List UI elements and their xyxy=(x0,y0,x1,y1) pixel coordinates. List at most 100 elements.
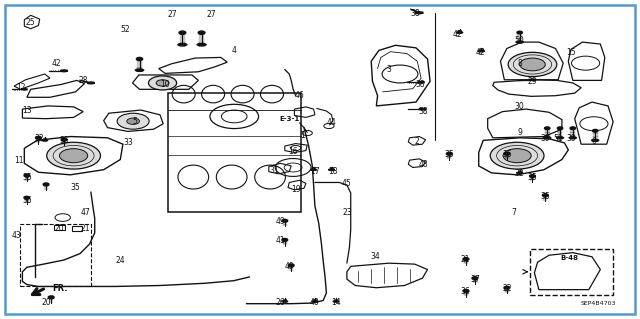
Text: 28: 28 xyxy=(79,76,88,85)
Text: 33: 33 xyxy=(123,138,133,147)
Polygon shape xyxy=(516,41,524,43)
Text: 44: 44 xyxy=(326,118,337,127)
Text: 47: 47 xyxy=(80,208,90,217)
Text: 24: 24 xyxy=(115,256,125,265)
Text: 35: 35 xyxy=(502,150,512,159)
Polygon shape xyxy=(177,43,187,46)
Text: 35: 35 xyxy=(59,137,69,145)
Bar xyxy=(530,249,613,295)
Polygon shape xyxy=(478,50,485,52)
Circle shape xyxy=(127,118,140,124)
Circle shape xyxy=(35,137,41,139)
Text: 40: 40 xyxy=(310,298,320,307)
Text: 49: 49 xyxy=(275,217,285,226)
Text: 22: 22 xyxy=(502,284,511,293)
Circle shape xyxy=(472,277,477,279)
Text: 39: 39 xyxy=(540,134,550,143)
Text: E-3-1: E-3-1 xyxy=(280,116,300,122)
Circle shape xyxy=(517,31,522,34)
Polygon shape xyxy=(61,70,67,72)
Text: 26: 26 xyxy=(275,298,285,307)
Text: 31: 31 xyxy=(269,166,279,175)
Text: 13: 13 xyxy=(22,106,32,115)
Text: 17: 17 xyxy=(310,167,320,176)
Text: 34: 34 xyxy=(371,252,381,261)
Text: 2: 2 xyxy=(415,137,420,146)
Text: 42: 42 xyxy=(452,30,463,39)
Text: 12: 12 xyxy=(16,83,25,92)
Polygon shape xyxy=(418,81,424,83)
Text: 35: 35 xyxy=(540,192,550,201)
Bar xyxy=(20,224,91,286)
Circle shape xyxy=(490,142,544,169)
Text: 41: 41 xyxy=(275,236,285,245)
Circle shape xyxy=(530,175,536,177)
Text: 3: 3 xyxy=(386,65,391,74)
Text: 32: 32 xyxy=(35,134,45,143)
Polygon shape xyxy=(42,140,48,141)
Text: 20: 20 xyxy=(41,298,51,307)
Circle shape xyxy=(593,130,598,132)
Polygon shape xyxy=(529,79,536,81)
Text: 38: 38 xyxy=(415,80,426,89)
Text: 11: 11 xyxy=(15,156,24,165)
Circle shape xyxy=(47,142,100,169)
Text: 32: 32 xyxy=(515,169,525,178)
Text: B-48: B-48 xyxy=(561,255,579,261)
Circle shape xyxy=(136,57,143,61)
Circle shape xyxy=(543,194,548,197)
Text: 38: 38 xyxy=(419,107,429,115)
Text: 35: 35 xyxy=(70,183,81,192)
Circle shape xyxy=(61,138,67,141)
Circle shape xyxy=(520,58,545,71)
Circle shape xyxy=(60,149,88,163)
Circle shape xyxy=(463,258,468,260)
Circle shape xyxy=(43,183,49,186)
Polygon shape xyxy=(415,12,423,14)
Text: SEP4B4703: SEP4B4703 xyxy=(580,301,616,306)
Text: 4: 4 xyxy=(231,46,236,55)
Circle shape xyxy=(117,113,149,129)
Text: 43: 43 xyxy=(11,231,21,240)
Polygon shape xyxy=(556,137,564,139)
Text: 42: 42 xyxy=(475,48,485,57)
Circle shape xyxy=(504,286,509,289)
Polygon shape xyxy=(312,301,318,302)
Polygon shape xyxy=(456,32,463,33)
Text: 35: 35 xyxy=(22,197,32,205)
Polygon shape xyxy=(516,172,523,174)
Text: 25: 25 xyxy=(26,18,36,27)
Circle shape xyxy=(282,239,288,241)
Text: 18: 18 xyxy=(328,167,337,176)
Polygon shape xyxy=(310,169,317,170)
Circle shape xyxy=(504,152,509,155)
Text: 46: 46 xyxy=(294,91,305,100)
Circle shape xyxy=(49,296,54,299)
Text: 19: 19 xyxy=(291,185,301,194)
Text: 35: 35 xyxy=(22,173,32,182)
Text: 37: 37 xyxy=(470,275,480,284)
Text: 23: 23 xyxy=(342,208,352,217)
Text: 35: 35 xyxy=(527,173,538,182)
Text: 36: 36 xyxy=(460,287,470,296)
Polygon shape xyxy=(333,301,339,302)
Text: 35: 35 xyxy=(444,150,454,159)
Text: 16: 16 xyxy=(288,147,298,156)
Text: 38: 38 xyxy=(410,9,420,18)
Text: 14: 14 xyxy=(331,298,341,307)
Text: 15: 15 xyxy=(566,48,576,57)
Circle shape xyxy=(557,127,563,130)
Text: 48: 48 xyxy=(419,160,429,169)
Text: 7: 7 xyxy=(511,208,516,217)
Circle shape xyxy=(282,219,288,222)
Text: 21: 21 xyxy=(81,224,90,233)
Polygon shape xyxy=(591,139,599,141)
Text: 5: 5 xyxy=(132,117,137,126)
Text: 20: 20 xyxy=(54,224,65,233)
Text: 45: 45 xyxy=(342,179,352,188)
Text: 27: 27 xyxy=(206,11,216,19)
Text: 51: 51 xyxy=(553,134,563,143)
Polygon shape xyxy=(282,301,288,302)
Text: 27: 27 xyxy=(168,11,178,19)
Text: 49: 49 xyxy=(284,262,294,271)
